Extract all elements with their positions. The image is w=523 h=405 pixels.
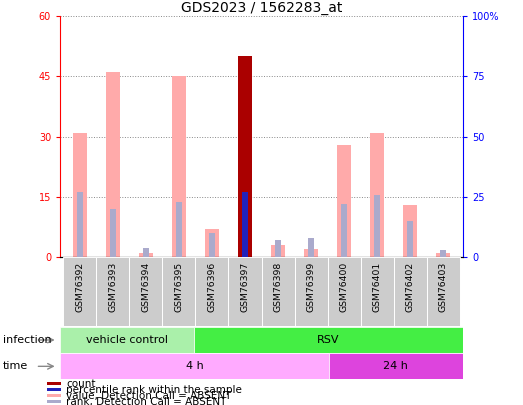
Bar [176,202,182,257]
Bar [163,257,196,326]
Text: 4 h: 4 h [186,361,203,371]
Text: GSM76392: GSM76392 [75,262,84,312]
Bar [262,257,294,326]
Text: GSM76399: GSM76399 [306,262,315,312]
Text: time: time [3,361,28,371]
Bar [337,145,351,257]
Bar [407,221,413,257]
Text: GSM76400: GSM76400 [339,262,348,312]
Bar [96,257,130,326]
Bar [77,192,83,257]
Bar [440,250,446,257]
Bar [63,257,96,326]
Bar [195,327,463,353]
Text: rank, Detection Call = ABSENT: rank, Detection Call = ABSENT [66,397,226,405]
Text: percentile rank within the sample: percentile rank within the sample [66,385,242,395]
Title: GDS2023 / 1562283_at: GDS2023 / 1562283_at [181,1,342,15]
Text: vehicle control: vehicle control [86,335,168,345]
Text: GSM76402: GSM76402 [405,262,415,312]
Text: GSM76393: GSM76393 [108,262,118,312]
Bar [327,257,360,326]
Bar [196,257,229,326]
Bar [242,192,248,257]
Text: GSM76395: GSM76395 [175,262,184,312]
Bar [270,245,286,257]
Bar [393,257,427,326]
Text: 24 h: 24 h [383,361,408,371]
Text: GSM76403: GSM76403 [439,262,448,312]
Bar [47,382,61,385]
Bar [341,204,347,257]
Text: count: count [66,379,96,389]
Bar [436,253,450,257]
Bar [303,249,319,257]
Bar [237,56,253,257]
Bar [360,257,393,326]
Bar [60,353,328,379]
Bar [427,257,460,326]
Bar [110,209,116,257]
Bar [370,133,384,257]
Bar [73,133,87,257]
Text: GSM76396: GSM76396 [208,262,217,312]
Bar [47,388,61,391]
Bar [204,229,220,257]
Text: GSM76401: GSM76401 [372,262,382,312]
Bar [209,233,215,257]
Bar [172,77,186,257]
Bar [403,205,417,257]
Bar [308,238,314,257]
Text: infection: infection [3,335,51,345]
Bar [60,327,195,353]
Bar [47,401,61,403]
Text: value, Detection Call = ABSENT: value, Detection Call = ABSENT [66,391,232,401]
Bar [294,257,327,326]
Bar [139,253,153,257]
Text: GSM76394: GSM76394 [141,262,151,312]
Bar [374,194,380,257]
Bar [143,247,149,257]
Bar [229,257,262,326]
Bar [275,240,281,257]
Text: GSM76397: GSM76397 [241,262,249,312]
Bar [328,353,463,379]
Text: GSM76398: GSM76398 [274,262,282,312]
Text: RSV: RSV [317,335,340,345]
Bar [130,257,163,326]
Bar [106,72,120,257]
Bar [47,394,61,397]
